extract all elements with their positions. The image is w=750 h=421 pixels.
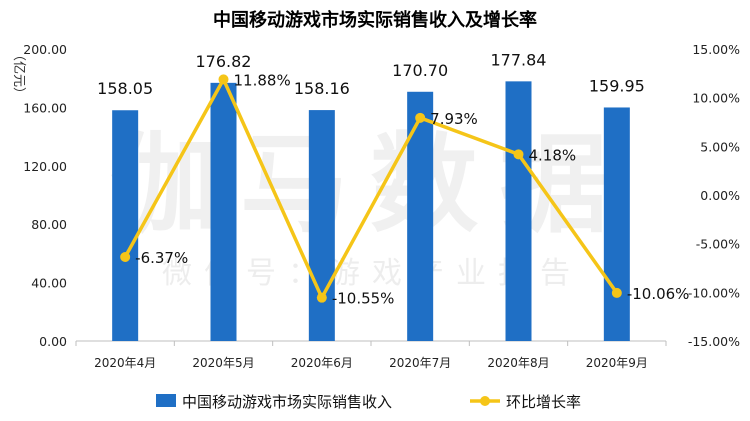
y-right-tick-label: -10.00% xyxy=(688,285,740,300)
y-right-tick-label: -5.00% xyxy=(696,237,740,252)
left-axis-label: （亿元） xyxy=(11,48,26,100)
growth-value-label: 4.18% xyxy=(529,146,577,164)
legend-bar-label: 中国移动游戏市场实际销售收入 xyxy=(182,393,392,411)
y-left-tick-label: 0.00 xyxy=(39,334,67,349)
bar-value-label: 158.05 xyxy=(97,79,153,98)
bar xyxy=(210,82,237,341)
y-left-tick-label: 160.00 xyxy=(23,100,67,115)
bar xyxy=(112,110,139,341)
growth-line xyxy=(123,77,619,300)
bar-value-label: 177.84 xyxy=(491,50,547,69)
data-labels: 158.05 176.82 158.16 170.70 177.84 159.95 -6.3… xyxy=(97,50,689,307)
line-series xyxy=(120,74,622,303)
bar xyxy=(603,107,630,342)
y-left-tick-label: 200.00 xyxy=(23,42,67,57)
bar xyxy=(407,91,434,341)
x-tick-label: 2020年4月 xyxy=(94,356,156,370)
growth-point xyxy=(611,287,622,298)
y-left-tick-label: 80.00 xyxy=(31,217,67,232)
growth-value-label: -10.55% xyxy=(332,290,395,308)
growth-value-label: -10.06% xyxy=(627,285,690,303)
legend-bar-swatch xyxy=(156,394,176,407)
bar-value-label: 170.70 xyxy=(392,61,448,80)
legend-line-label: 环比增长率 xyxy=(506,393,581,411)
y-left-tick-label: 120.00 xyxy=(23,159,67,174)
y-left-tick-label: 40.00 xyxy=(31,276,67,291)
bar-value-label: 159.95 xyxy=(589,76,645,95)
bar-series xyxy=(112,81,630,342)
growth-value-label: 11.88% xyxy=(234,71,291,89)
growth-point xyxy=(415,112,426,123)
axes: 2020年4月 2020年5月 2020年6月 2020年7月 2020年8月 2020年… xyxy=(23,42,740,370)
growth-point xyxy=(218,74,229,85)
x-tick-label: 2020年5月 xyxy=(192,356,254,370)
bar-value-label: 158.16 xyxy=(294,79,350,98)
y-right-tick-label: -15.00% xyxy=(688,334,740,349)
x-tick-label: 2020年8月 xyxy=(487,356,549,370)
legend-line-marker xyxy=(480,396,490,406)
growth-point xyxy=(316,292,327,303)
growth-point xyxy=(513,149,524,160)
x-tick-label: 2020年7月 xyxy=(389,356,451,370)
x-tick-label: 2020年6月 xyxy=(291,356,353,370)
y-right-tick-label: 0.00% xyxy=(700,188,740,203)
y-right-tick-label: 5.00% xyxy=(700,139,740,154)
chart-title: 中国移动游戏市场实际销售收入及增长率 xyxy=(213,9,537,31)
bar-value-label: 176.82 xyxy=(196,52,252,71)
x-tick-label: 2020年9月 xyxy=(586,356,648,370)
y-right-tick-label: 10.00% xyxy=(692,91,740,106)
growth-point xyxy=(120,252,131,263)
y-right-tick-label: 15.00% xyxy=(692,42,740,57)
growth-value-label: 7.93% xyxy=(430,110,478,128)
legend: 中国移动游戏市场实际销售收入 环比增长率 xyxy=(156,393,581,411)
growth-value-label: -6.37% xyxy=(135,249,188,267)
bar xyxy=(505,81,532,341)
